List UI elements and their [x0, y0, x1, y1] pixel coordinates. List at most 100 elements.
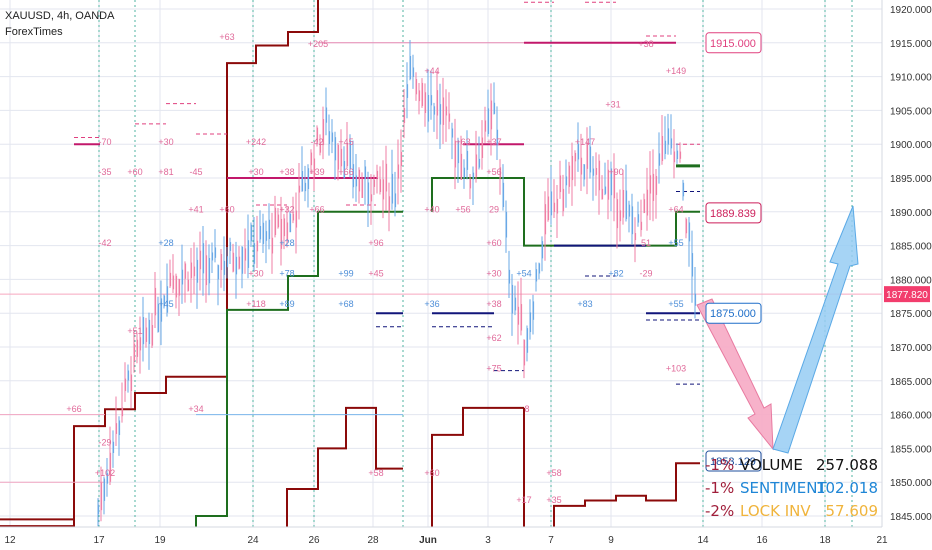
candle-body	[373, 179, 376, 187]
candle-body	[196, 259, 199, 283]
level-marker: +78	[279, 269, 294, 279]
candle-body	[400, 151, 403, 167]
level-marker: +90	[608, 167, 623, 177]
level-marker: +147	[575, 137, 595, 147]
candle-body	[145, 327, 148, 342]
candles	[97, 39, 697, 527]
candle-body	[505, 211, 508, 238]
x-tick-label: 24	[247, 535, 259, 546]
candle-body	[514, 297, 517, 311]
candle-body	[238, 256, 241, 269]
candle-body	[394, 193, 397, 208]
level-marker: +44	[424, 66, 439, 76]
x-tick-label: 21	[876, 535, 888, 546]
stat-label: LOCK INV	[740, 502, 811, 520]
candle-body	[298, 185, 301, 193]
level-marker: -70	[98, 137, 111, 147]
candle-body	[124, 378, 127, 391]
level-marker: 8	[524, 404, 529, 414]
level-marker: +17	[516, 495, 531, 505]
candle-body	[292, 213, 295, 221]
candle-body	[418, 90, 421, 102]
candle-body	[553, 202, 556, 212]
candle-body	[388, 196, 391, 211]
level-marker: +45	[368, 269, 383, 279]
level-marker: +68	[338, 299, 353, 309]
candle-body	[580, 157, 583, 175]
level-marker: +55	[668, 238, 683, 248]
candle-body	[148, 319, 151, 345]
candle-body	[448, 113, 451, 122]
level-marker: +58	[546, 468, 561, 478]
candle-body	[166, 286, 169, 313]
candle-body	[118, 420, 121, 436]
candle-body	[445, 106, 448, 116]
price-label-text: 1915.000	[710, 38, 756, 50]
candle-body	[178, 278, 181, 296]
candle-body	[637, 214, 640, 223]
level-marker: +36	[424, 299, 439, 309]
candle-body	[253, 243, 256, 264]
candle-body	[466, 150, 469, 170]
candle-body	[226, 256, 229, 268]
candle-body	[136, 339, 139, 357]
level-marker: +28	[279, 238, 294, 248]
candle-body	[598, 160, 601, 191]
price-label-text: 1875.000	[710, 308, 756, 320]
stat-value: 102.018	[816, 479, 878, 497]
candle-body	[607, 169, 610, 200]
candle-body	[421, 82, 424, 106]
candle-body	[454, 140, 457, 168]
candle-body	[565, 176, 568, 186]
candle-body	[175, 275, 178, 298]
candle-body	[265, 231, 268, 241]
price-label-box	[705, 450, 762, 472]
candle-body	[364, 166, 367, 180]
x-tick-label: 17	[93, 535, 105, 546]
price-label-box	[705, 302, 762, 324]
y-tick-label: 1850.000	[890, 478, 932, 489]
y-tick-label: 1910.000	[890, 73, 932, 84]
forecast-arrows	[696, 205, 859, 454]
candle-body	[112, 441, 115, 453]
candle-body	[691, 253, 694, 277]
level-marker: +58	[368, 468, 383, 478]
candle-body	[478, 158, 481, 168]
price-label-text: 1889.839	[710, 208, 756, 220]
candle-body	[268, 219, 271, 240]
chart-subtitle: ForexTimes	[5, 26, 63, 38]
candle-body	[154, 287, 157, 316]
candle-body	[526, 328, 529, 353]
level-marker: +38	[279, 167, 294, 177]
level-marker: +63	[455, 137, 470, 147]
x-tick-label: 3	[485, 535, 491, 546]
level-marker: 29	[489, 204, 499, 214]
candle-body	[490, 100, 493, 130]
y-tick-label: 1875.000	[890, 309, 932, 320]
candle-body	[382, 179, 385, 200]
x-tick-label: Jun	[419, 535, 437, 546]
candle-body	[346, 142, 349, 167]
candle-body	[313, 158, 316, 178]
level-markers: +76+35+19+110+63+205+38+149+44+31-70+30+…	[66, 32, 686, 505]
candle-body	[613, 168, 616, 199]
time-axis: 12 17 19 24 26 28 Jun 3 7 9 14 16 18 21	[0, 526, 932, 550]
candle-body	[574, 152, 577, 162]
candle-body	[625, 190, 628, 220]
y-tick-label: 1920.000	[890, 5, 932, 16]
level-marker: +63	[219, 32, 234, 42]
lower-step-line-b	[431, 406, 524, 530]
x-tick-label: 16	[756, 535, 768, 546]
candle-body	[673, 151, 676, 163]
x-tick-label: 26	[308, 535, 320, 546]
candle-body	[694, 293, 697, 306]
level-marker: +56	[486, 167, 501, 177]
candle-body	[103, 478, 106, 501]
candle-body	[370, 194, 373, 202]
candle-body	[217, 265, 220, 280]
candle-body	[451, 128, 454, 138]
level-marker: -29	[639, 269, 652, 279]
candle-body	[199, 250, 202, 270]
y-tick-label: 1845.000	[890, 512, 932, 523]
